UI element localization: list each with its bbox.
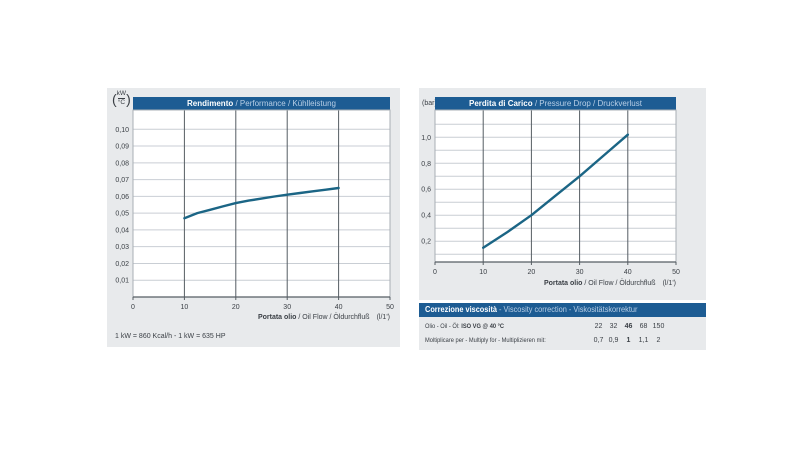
unit-numerator: kW (116, 90, 127, 97)
row-label-bold: ISO VG @ 40 °C (461, 322, 505, 330)
row-label-normal: Moltiplicare per - Multiply for - Multip… (425, 336, 546, 344)
x-label-unit: (l/1') (376, 314, 390, 321)
value-cell: 46 (624, 322, 633, 330)
value-cell: 150 (652, 322, 665, 330)
pressure-drop-chart-panel: (bar) Perdita di Carico / Pressure Drop … (419, 88, 706, 300)
svg-text:10: 10 (479, 269, 487, 276)
x-label-rest: / Oil Flow / Öldurchfluß (582, 280, 656, 287)
x-label-rest: / Oil Flow / Öldurchfluß (296, 314, 370, 321)
value-cell: 68 (639, 322, 648, 330)
chart-title-secondary: / Performance / Kühlleistung (233, 99, 336, 108)
x-label-bold: Portata olio (257, 314, 297, 321)
table-row-oil-grade: Olio - Oil - Öl: ISO VG @ 40 °C 22 32 46… (419, 319, 706, 333)
x-label-unit: (l/1') (662, 280, 676, 287)
y-axis-unit-bar: (bar) (422, 100, 437, 107)
value-cell: 32 (609, 322, 618, 330)
svg-text:0,8: 0,8 (421, 161, 431, 168)
svg-text:30: 30 (576, 269, 584, 276)
x-axis-label-right: Portata olio / Oil Flow / Öldurchfluß (l/… (544, 280, 676, 287)
viscosity-table: Olio - Oil - Öl: ISO VG @ 40 °C 22 32 46… (419, 317, 706, 350)
row-label-normal: Olio - Oil - Öl: (425, 322, 462, 330)
svg-text:0,10: 0,10 (115, 127, 129, 134)
row-values: 0,7 0,9 1 1,1 2 (591, 337, 666, 344)
x-label-bold: Portata olio (543, 280, 583, 287)
svg-text:0,01: 0,01 (115, 278, 129, 285)
pressure-drop-plot: 0,2 0,4 0,6 0,8 1,0 0 10 20 30 40 50 (421, 109, 680, 276)
x-axis-label-left: Portata olio / Oil Flow / Öldurchfluß (l/… (258, 314, 390, 321)
value-cell: 0,7 (593, 336, 604, 344)
performance-chart-title-bar: Rendimento / Performance / Kühlleistung (133, 97, 390, 110)
svg-text:0,2: 0,2 (421, 239, 431, 246)
row-values: 22 32 46 68 150 (591, 323, 666, 330)
table-row-multiplier: Moltiplicare per - Multiply for - Multip… (419, 333, 706, 347)
svg-text:30: 30 (283, 304, 291, 311)
svg-text:0,07: 0,07 (115, 177, 129, 184)
close-paren: ) (126, 90, 131, 107)
chart-title-primary: Perdita di Carico (469, 99, 533, 108)
value-cell: 1 (626, 336, 631, 344)
viscosity-title-secondary: - Viscosity correction - Viskositätskorr… (496, 305, 638, 314)
svg-text:0,09: 0,09 (115, 144, 129, 151)
svg-text:0,04: 0,04 (115, 227, 129, 234)
svg-text:0: 0 (433, 269, 437, 276)
value-cell: 2 (656, 336, 661, 344)
open-paren: ( (112, 90, 117, 107)
svg-text:50: 50 (672, 269, 680, 276)
viscosity-title-primary: Correzione viscosità (425, 305, 497, 314)
value-cell: 22 (594, 322, 603, 330)
svg-text:0,03: 0,03 (115, 244, 129, 251)
conversion-footnote: 1 kW = 860 Kcal/h - 1 kW = 635 HP (115, 333, 226, 340)
value-cell: 1,1 (638, 336, 649, 344)
svg-text:0,05: 0,05 (115, 211, 129, 218)
viscosity-correction-block: Correzione viscosità - Viscosity correct… (419, 303, 706, 350)
performance-chart-panel: ( kW °C ) Rendimento / Performance / Küh… (107, 88, 400, 347)
svg-text:20: 20 (528, 269, 536, 276)
svg-text:0: 0 (131, 304, 135, 311)
y-axis-unit-kw-per-c: ( kW °C ) (112, 90, 131, 107)
unit-denominator: °C (117, 98, 126, 107)
svg-text:0,06: 0,06 (115, 194, 129, 201)
row-label: Olio - Oil - Öl: ISO VG @ 40 °C (425, 323, 571, 330)
pressure-drop-title-bar: Perdita di Carico / Pressure Drop / Druc… (435, 97, 676, 110)
svg-text:0,4: 0,4 (421, 213, 431, 220)
svg-text:0,6: 0,6 (421, 187, 431, 194)
chart-title-secondary: / Pressure Drop / Druckverlust (532, 99, 642, 108)
svg-text:40: 40 (335, 304, 343, 311)
chart-title-primary: Rendimento (187, 99, 234, 108)
svg-text:0,02: 0,02 (115, 261, 129, 268)
svg-text:1,0: 1,0 (421, 135, 431, 142)
performance-plot: 0,01 0,02 0,03 0,04 0,05 0,06 0,07 0,08 0,09 0,10… (115, 109, 394, 311)
svg-text:50: 50 (386, 304, 394, 311)
svg-text:0,08: 0,08 (115, 160, 129, 167)
svg-text:20: 20 (232, 304, 240, 311)
viscosity-header-bar: Correzione viscosità - Viscosity correct… (419, 303, 706, 317)
value-cell: 0,9 (608, 336, 619, 344)
svg-text:10: 10 (181, 304, 189, 311)
svg-text:40: 40 (624, 269, 632, 276)
row-label: Moltiplicare per - Multiply for - Multip… (425, 337, 571, 344)
